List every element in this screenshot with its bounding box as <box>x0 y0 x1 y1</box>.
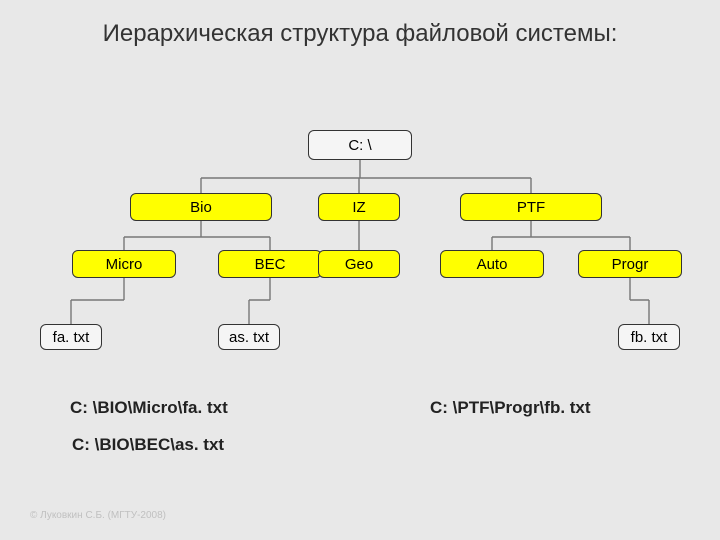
tree-node-bio: Bio <box>130 193 272 221</box>
file-path-1: C: \BIO\BEC\as. txt <box>72 435 224 455</box>
tree-node-progr: Progr <box>578 250 682 278</box>
file-path-2: C: \PTF\Progr\fb. txt <box>430 398 591 418</box>
tree-node-ptf: PTF <box>460 193 602 221</box>
tree-node-iz: IZ <box>318 193 400 221</box>
file-path-0: C: \BIO\Micro\fa. txt <box>70 398 228 418</box>
tree-node-fa: fa. txt <box>40 324 102 350</box>
credit-line: © Луковкин С.Б. (МГТУ-2008) <box>30 510 166 521</box>
tree-node-auto: Auto <box>440 250 544 278</box>
page-title: Иерархическая структура файловой системы… <box>0 20 720 48</box>
tree-node-as: as. txt <box>218 324 280 350</box>
tree-node-fb: fb. txt <box>618 324 680 350</box>
tree-node-root: C: \ <box>308 130 412 160</box>
tree-node-geo: Geo <box>318 250 400 278</box>
tree-node-micro: Micro <box>72 250 176 278</box>
tree-node-bec: BEC <box>218 250 322 278</box>
